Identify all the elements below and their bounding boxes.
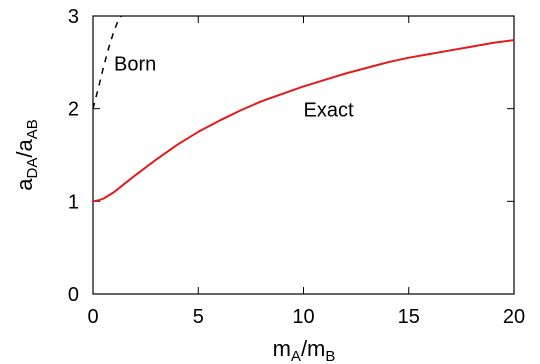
y-axis-label: aDA/aAB bbox=[12, 119, 41, 190]
x-tick-label: 5 bbox=[193, 306, 204, 328]
born-label: Born bbox=[114, 53, 156, 75]
y-tick-label: 2 bbox=[68, 99, 79, 121]
annotations: Born Exact bbox=[114, 53, 354, 121]
exact-label: Exact bbox=[304, 100, 354, 122]
ticks: 0 5 10 15 20 0 1 2 3 bbox=[68, 6, 525, 328]
exact-series-line bbox=[92, 39, 515, 203]
x-tick-label: 15 bbox=[398, 306, 420, 328]
x-tick-label: 10 bbox=[292, 306, 314, 328]
y-tick-label: 1 bbox=[68, 191, 79, 213]
x-tick-label: 20 bbox=[503, 306, 525, 328]
x-tick-label: 0 bbox=[87, 306, 98, 328]
y-tick-label: 0 bbox=[68, 284, 79, 306]
series-layer bbox=[92, 15, 515, 203]
born-series-line bbox=[92, 15, 122, 109]
x-axis-label: mA/mB bbox=[273, 336, 336, 364]
y-tick-label: 3 bbox=[68, 6, 79, 28]
